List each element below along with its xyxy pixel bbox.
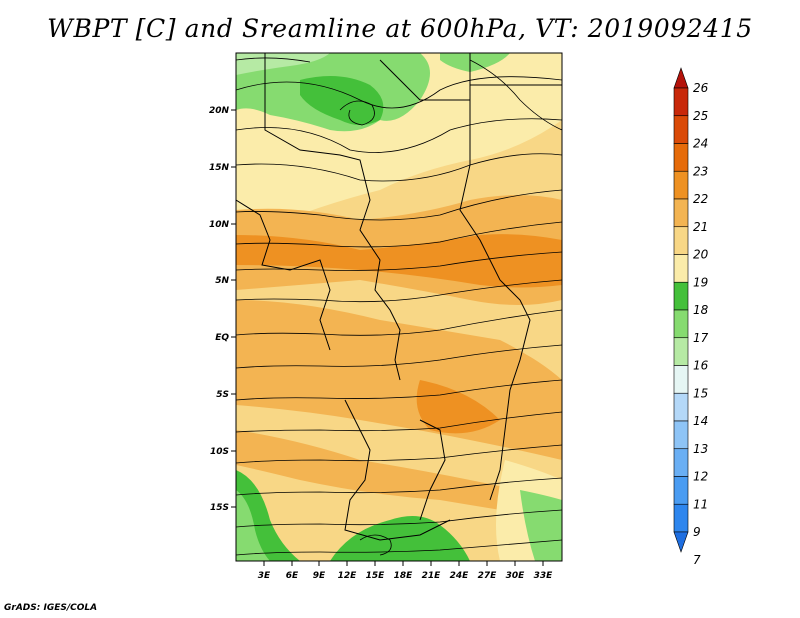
colorbar-segment	[673, 226, 689, 255]
country-borders	[236, 53, 562, 541]
streamlines	[236, 57, 562, 556]
lon-tick-label: 24E	[450, 571, 470, 581]
colorbar-label: 23	[693, 164, 708, 178]
colorbar-segment	[673, 87, 689, 117]
lat-tick-label: 10S	[210, 447, 229, 457]
longitude-labels: 3E 6E 9E 12E 15E 18E 21E 24E 27E 30E 33E	[258, 571, 553, 581]
colorbar-label: 18	[693, 303, 709, 317]
lat-tick-label: 5N	[215, 276, 229, 286]
colorbar-segment	[673, 254, 689, 283]
colorbar-label: 15	[693, 386, 708, 400]
colorbar-segment	[673, 448, 689, 477]
colorbar-segment	[673, 143, 689, 172]
lon-tick-label: 12E	[338, 571, 358, 581]
colorbar-label: 21	[693, 220, 708, 234]
colorbar-label: 9	[693, 525, 701, 539]
colorbar-label: 12	[693, 470, 708, 484]
colorbar-label: 22	[693, 192, 708, 206]
colorbar-label: 20	[693, 248, 709, 262]
colorbar-label: 14	[693, 414, 708, 428]
colorbar-segment	[673, 281, 689, 311]
lon-tick-label: 3E	[258, 571, 271, 581]
lat-tick-label: 20N	[209, 106, 230, 116]
colorbar-label: 24	[693, 137, 708, 151]
wbpt-shading	[236, 53, 562, 561]
grads-credit: GrADS: IGES/COLA	[4, 603, 98, 613]
colorbar-segment	[673, 337, 689, 366]
axis-ticks	[231, 109, 544, 566]
lon-tick-label: 15E	[366, 571, 386, 581]
colorbar-segment	[673, 115, 689, 144]
colorbar-label: 26	[693, 81, 709, 95]
colorbar-label: 17	[693, 331, 709, 345]
colorbar-label: 7	[693, 553, 701, 567]
lon-tick-label: 30E	[506, 571, 526, 581]
colorbar-label: 16	[693, 359, 709, 373]
map-frame	[235, 52, 563, 562]
colorbar-segment	[673, 476, 689, 505]
colorbar-segment	[673, 392, 689, 422]
lat-tick-label: EQ	[215, 333, 229, 343]
colorbar-label: 25	[693, 109, 708, 123]
lat-tick-label: 15S	[210, 503, 229, 513]
latitude-labels: 20N 15N 10N 5N EQ 5S 10S 15S	[209, 106, 230, 513]
lat-tick-label: 15N	[209, 163, 230, 173]
lon-tick-label: 9E	[313, 571, 326, 581]
colorbar-label: 11	[693, 497, 708, 511]
colorbar-segment	[673, 309, 689, 339]
colorbar-segment	[673, 170, 689, 200]
lat-tick-label: 5S	[216, 390, 229, 400]
lat-tick-label: 10N	[209, 220, 230, 230]
colorbar-segment	[673, 420, 689, 450]
lon-tick-label: 6E	[286, 571, 299, 581]
map-title: WBPT [C] and Sreamline at 600hPa, VT: 20…	[47, 14, 753, 43]
colorbar-top-arrow	[673, 67, 689, 89]
lon-tick-label: 27E	[478, 571, 498, 581]
lon-tick-label: 21E	[422, 571, 442, 581]
colorbar-label: 19	[693, 275, 708, 289]
colorbar-segment	[673, 503, 689, 533]
lon-tick-label: 18E	[394, 571, 414, 581]
colorbar-segment	[673, 198, 689, 228]
colorbar-label: 13	[693, 442, 708, 456]
colorbar-bottom-arrow	[673, 531, 689, 553]
colorbar: 26 25 24 23 22 21 20 19 18 17 16 15 14 13 12 11 9 7	[673, 67, 709, 567]
colorbar-segment	[673, 365, 689, 394]
lon-tick-label: 33E	[534, 571, 554, 581]
